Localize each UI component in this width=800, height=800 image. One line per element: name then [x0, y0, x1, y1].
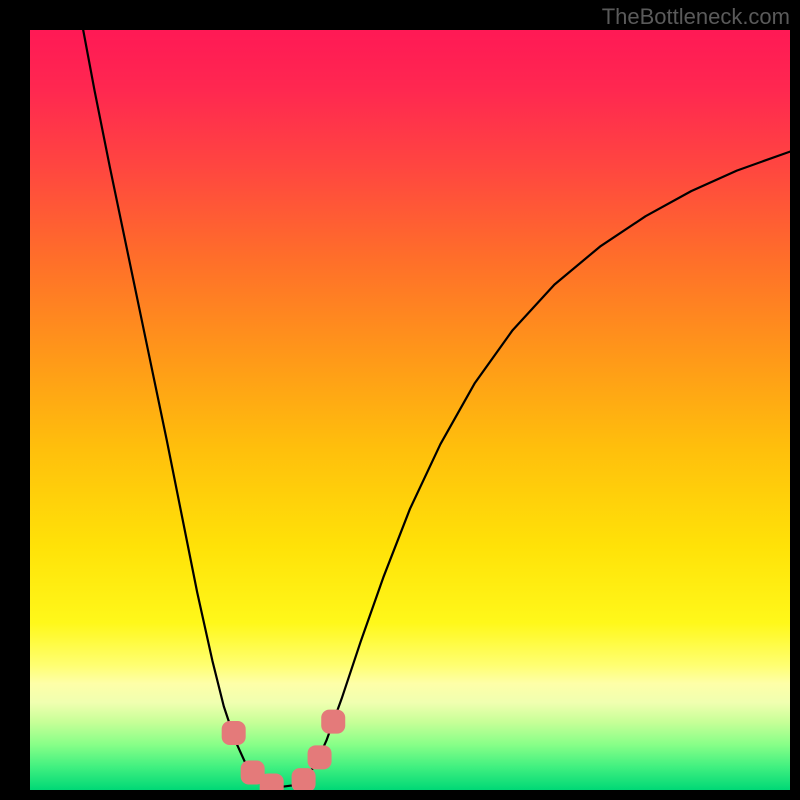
- chart-container: TheBottleneck.com: [0, 0, 800, 800]
- watermark-text: TheBottleneck.com: [602, 4, 790, 30]
- plot-area: [30, 30, 790, 790]
- chart-svg: [30, 30, 790, 790]
